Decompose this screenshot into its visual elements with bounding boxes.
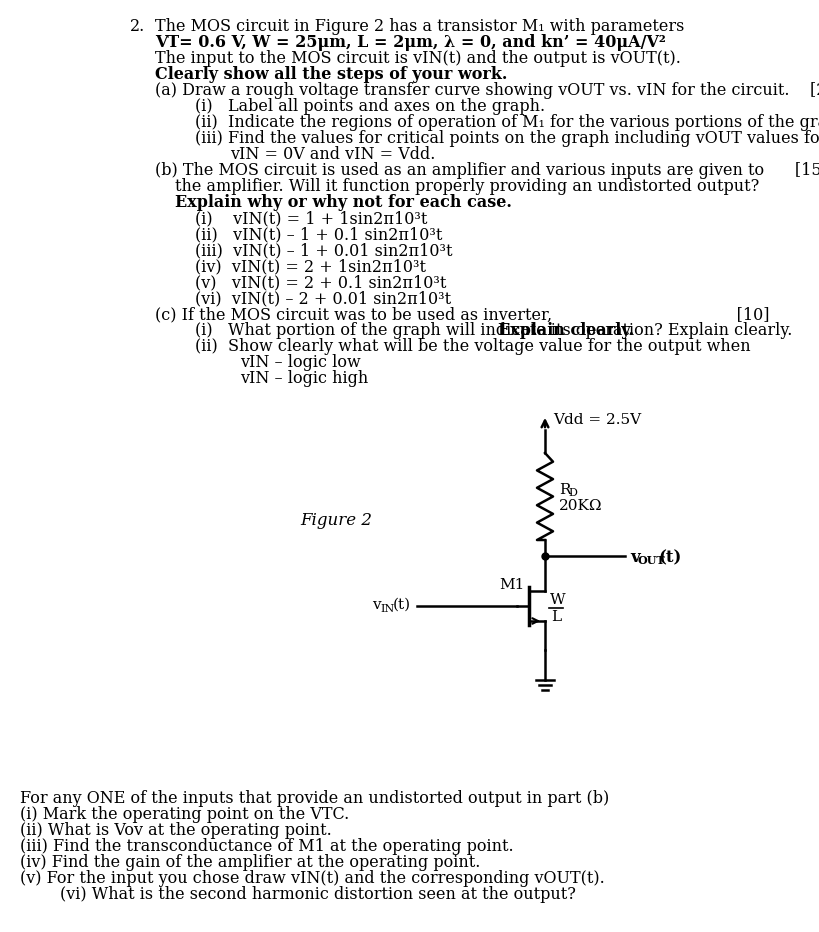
Text: (v) For the input you chose draw vIN(t) and the corresponding vOUT(t).: (v) For the input you chose draw vIN(t) … xyxy=(20,870,604,887)
Text: vIN = 0V and vIN = Vdd.: vIN = 0V and vIN = Vdd. xyxy=(230,146,436,163)
Text: (ii)  Show clearly what will be the voltage value for the output when: (ii) Show clearly what will be the volta… xyxy=(195,338,751,355)
Text: 20KΩ: 20KΩ xyxy=(559,499,603,513)
Text: The MOS circuit in Figure 2 has a transistor M₁ with parameters: The MOS circuit in Figure 2 has a transi… xyxy=(155,18,685,35)
Text: v: v xyxy=(372,598,381,612)
Text: vIN – logic high: vIN – logic high xyxy=(240,370,369,387)
Text: L: L xyxy=(551,610,561,624)
Text: (v)   vIN(t) = 2 + 0.1 sin2π10³t: (v) vIN(t) = 2 + 0.1 sin2π10³t xyxy=(195,274,446,291)
Text: M1: M1 xyxy=(499,578,524,592)
Text: For any ONE of the inputs that provide an undistorted output in part (b): For any ONE of the inputs that provide a… xyxy=(20,790,609,807)
Text: (a) Draw a rough voltage transfer curve showing vOUT vs. vIN for the circuit.   : (a) Draw a rough voltage transfer curve … xyxy=(155,82,819,99)
Text: (iii) Find the values for critical points on the graph including vOUT values for: (iii) Find the values for critical point… xyxy=(195,130,819,147)
Text: R: R xyxy=(559,483,571,497)
Text: Explain clearly.: Explain clearly. xyxy=(498,322,634,339)
Text: (iii)  vIN(t) – 1 + 0.01 sin2π10³t: (iii) vIN(t) – 1 + 0.01 sin2π10³t xyxy=(195,242,453,259)
Text: (vi) What is the second harmonic distortion seen at the output?: (vi) What is the second harmonic distort… xyxy=(60,886,576,903)
Text: Explain why or why not for each case.: Explain why or why not for each case. xyxy=(175,194,512,211)
Text: (i)    vIN(t) = 1 + 1sin2π10³t: (i) vIN(t) = 1 + 1sin2π10³t xyxy=(195,210,428,227)
Text: (iv) Find the gain of the amplifier at the operating point.: (iv) Find the gain of the amplifier at t… xyxy=(20,854,481,871)
Text: (iii) Find the transconductance of M1 at the operating point.: (iii) Find the transconductance of M1 at… xyxy=(20,838,514,855)
Text: Figure 2: Figure 2 xyxy=(300,512,372,529)
Text: (i)   Label all points and axes on the graph.: (i) Label all points and axes on the gra… xyxy=(195,98,545,115)
Text: (c) If the MOS circuit was to be used as inverter,                              : (c) If the MOS circuit was to be used as… xyxy=(155,306,770,323)
Text: The input to the MOS circuit is vIN(t) and the output is vOUT(t).: The input to the MOS circuit is vIN(t) a… xyxy=(155,50,681,67)
Text: the amplifier. Will it function properly providing an undistorted output?: the amplifier. Will it function properly… xyxy=(175,178,759,195)
Text: v: v xyxy=(630,550,640,567)
Text: (ii) What is Vov at the operating point.: (ii) What is Vov at the operating point. xyxy=(20,822,332,839)
Text: Clearly show all the steps of your work.: Clearly show all the steps of your work. xyxy=(155,66,508,83)
Text: (i) Mark the operating point on the VTC.: (i) Mark the operating point on the VTC. xyxy=(20,806,349,823)
Text: (t): (t) xyxy=(658,550,681,567)
Text: (ii)   vIN(t) – 1 + 0.1 sin2π10³t: (ii) vIN(t) – 1 + 0.1 sin2π10³t xyxy=(195,226,442,243)
Text: D: D xyxy=(568,487,577,498)
Text: vIN – logic low: vIN – logic low xyxy=(240,354,360,371)
Text: (iv)  vIN(t) = 2 + 1sin2π10³t: (iv) vIN(t) = 2 + 1sin2π10³t xyxy=(195,258,426,275)
Text: VT= 0.6 V, W = 25μm, L = 2μm, λ = 0, and kn’ = 40μA/V²: VT= 0.6 V, W = 25μm, L = 2μm, λ = 0, and… xyxy=(155,34,666,51)
Text: (vi)  vIN(t) – 2 + 0.01 sin2π10³t: (vi) vIN(t) – 2 + 0.01 sin2π10³t xyxy=(195,290,451,307)
Text: Vdd = 2.5V: Vdd = 2.5V xyxy=(553,413,641,427)
Text: 2.: 2. xyxy=(130,18,145,35)
Text: W: W xyxy=(550,593,566,607)
Text: OUT: OUT xyxy=(638,555,666,567)
Text: (t): (t) xyxy=(393,598,411,612)
Text: (i)   What portion of the graph will indicate its operation? Explain clearly.: (i) What portion of the graph will indic… xyxy=(195,322,792,339)
Text: IN: IN xyxy=(380,604,394,614)
Text: (b) The MOS circuit is used as an amplifier and various inputs are given to     : (b) The MOS circuit is used as an amplif… xyxy=(155,162,819,179)
Text: (ii)  Indicate the regions of operation of M₁ for the various portions of the gr: (ii) Indicate the regions of operation o… xyxy=(195,114,819,131)
